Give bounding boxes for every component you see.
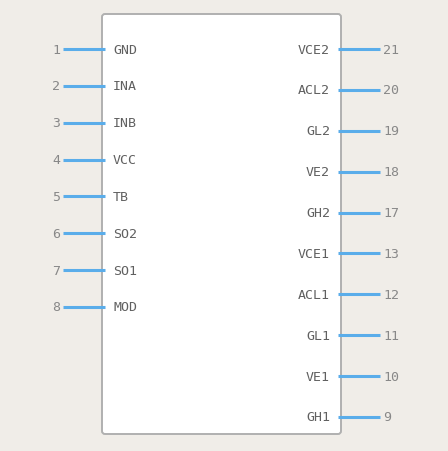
- Text: VE2: VE2: [306, 166, 330, 179]
- Text: MOD: MOD: [113, 301, 137, 314]
- Text: 2: 2: [52, 80, 60, 93]
- Text: GH1: GH1: [306, 410, 330, 423]
- Text: ACL1: ACL1: [298, 288, 330, 301]
- Text: SO1: SO1: [113, 264, 137, 277]
- Text: 10: 10: [383, 370, 399, 383]
- Text: 13: 13: [383, 248, 399, 260]
- Text: GH2: GH2: [306, 207, 330, 220]
- Text: 6: 6: [52, 227, 60, 240]
- FancyBboxPatch shape: [102, 15, 341, 434]
- Text: 5: 5: [52, 190, 60, 203]
- Text: TB: TB: [113, 190, 129, 203]
- Text: ACL2: ACL2: [298, 84, 330, 97]
- Text: GL2: GL2: [306, 125, 330, 138]
- Text: VCC: VCC: [113, 154, 137, 167]
- Text: 9: 9: [383, 410, 391, 423]
- Text: VCE2: VCE2: [298, 43, 330, 56]
- Text: 11: 11: [383, 329, 399, 342]
- Text: 1: 1: [52, 43, 60, 56]
- Text: 18: 18: [383, 166, 399, 179]
- Text: 21: 21: [383, 43, 399, 56]
- Text: 12: 12: [383, 288, 399, 301]
- Text: GND: GND: [113, 43, 137, 56]
- Text: 17: 17: [383, 207, 399, 220]
- Text: 20: 20: [383, 84, 399, 97]
- Text: 8: 8: [52, 301, 60, 314]
- Text: INA: INA: [113, 80, 137, 93]
- Text: INB: INB: [113, 117, 137, 130]
- Text: SO2: SO2: [113, 227, 137, 240]
- Text: VE1: VE1: [306, 370, 330, 383]
- Text: 3: 3: [52, 117, 60, 130]
- Text: 7: 7: [52, 264, 60, 277]
- Text: GL1: GL1: [306, 329, 330, 342]
- Text: 19: 19: [383, 125, 399, 138]
- Text: VCE1: VCE1: [298, 248, 330, 260]
- Text: 4: 4: [52, 154, 60, 167]
